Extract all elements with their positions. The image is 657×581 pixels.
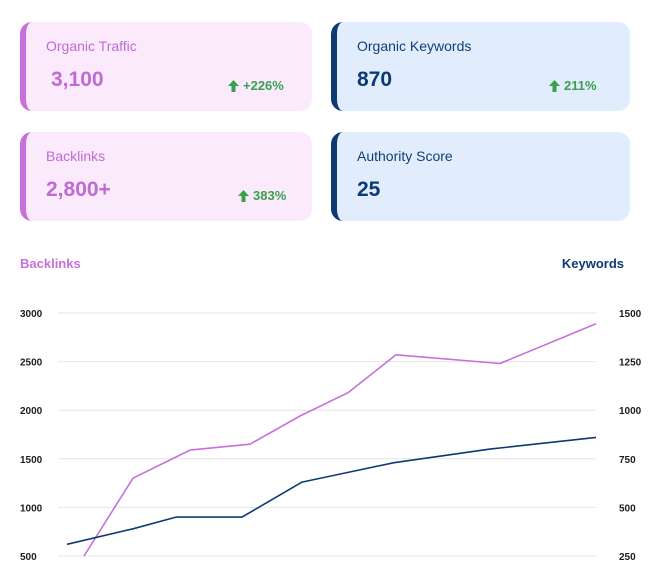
right-axis-ticks: 1500 1250 1000 750 500 250 [619,309,642,563]
card-delta: +226% [228,78,284,93]
right-tick-label: 1250 [619,358,642,369]
arrow-up-icon [549,79,560,92]
backlinks-card: Backlinks 2,800+ 383% [20,132,312,221]
organic-traffic-card: Organic Traffic 3,100 +226% [20,22,312,111]
line-chart: 3000 2500 2000 1500 1000 500 1500 1250 1000 750 5… [20,309,642,563]
card-value: 870 [357,68,393,91]
card-label: Backlinks [46,148,106,164]
card-label: Authority Score [357,148,453,164]
arrow-up-icon [228,79,239,92]
left-tick-label: 2000 [20,406,43,417]
right-tick-label: 750 [619,455,636,466]
right-tick-label: 1000 [619,406,642,417]
card-label: Organic Traffic [46,38,137,54]
organic-keywords-card: Organic Keywords 870 211% [331,22,630,111]
card-delta: 383% [238,188,286,203]
arrow-up-icon [238,189,249,202]
card-delta: 211% [549,78,597,93]
left-tick-label: 1500 [20,455,43,466]
delta-text: +226% [243,78,284,93]
left-tick-label: 2500 [20,358,43,369]
card-value: 2,800+ [46,178,111,201]
keywords-series-line [66,436,597,546]
card-value: 3,100 [51,68,104,91]
left-tick-label: 3000 [20,309,43,320]
right-tick-label: 1500 [619,309,642,320]
series-lines [66,322,597,557]
authority-score-card: Authority Score 25 [331,132,630,221]
right-tick-label: 500 [619,503,636,514]
delta-text: 383% [253,188,287,203]
grid-lines [58,312,596,557]
left-tick-label: 500 [20,552,37,563]
left-tick-label: 1000 [20,503,43,514]
card-value: 25 [357,178,381,201]
right-tick-label: 250 [619,552,636,563]
left-axis-title: Backlinks [20,256,81,271]
card-label: Organic Keywords [357,38,472,54]
delta-text: 211% [564,78,597,93]
left-axis-ticks: 3000 2500 2000 1500 1000 500 [20,309,43,563]
right-axis-title: Keywords [561,256,624,271]
